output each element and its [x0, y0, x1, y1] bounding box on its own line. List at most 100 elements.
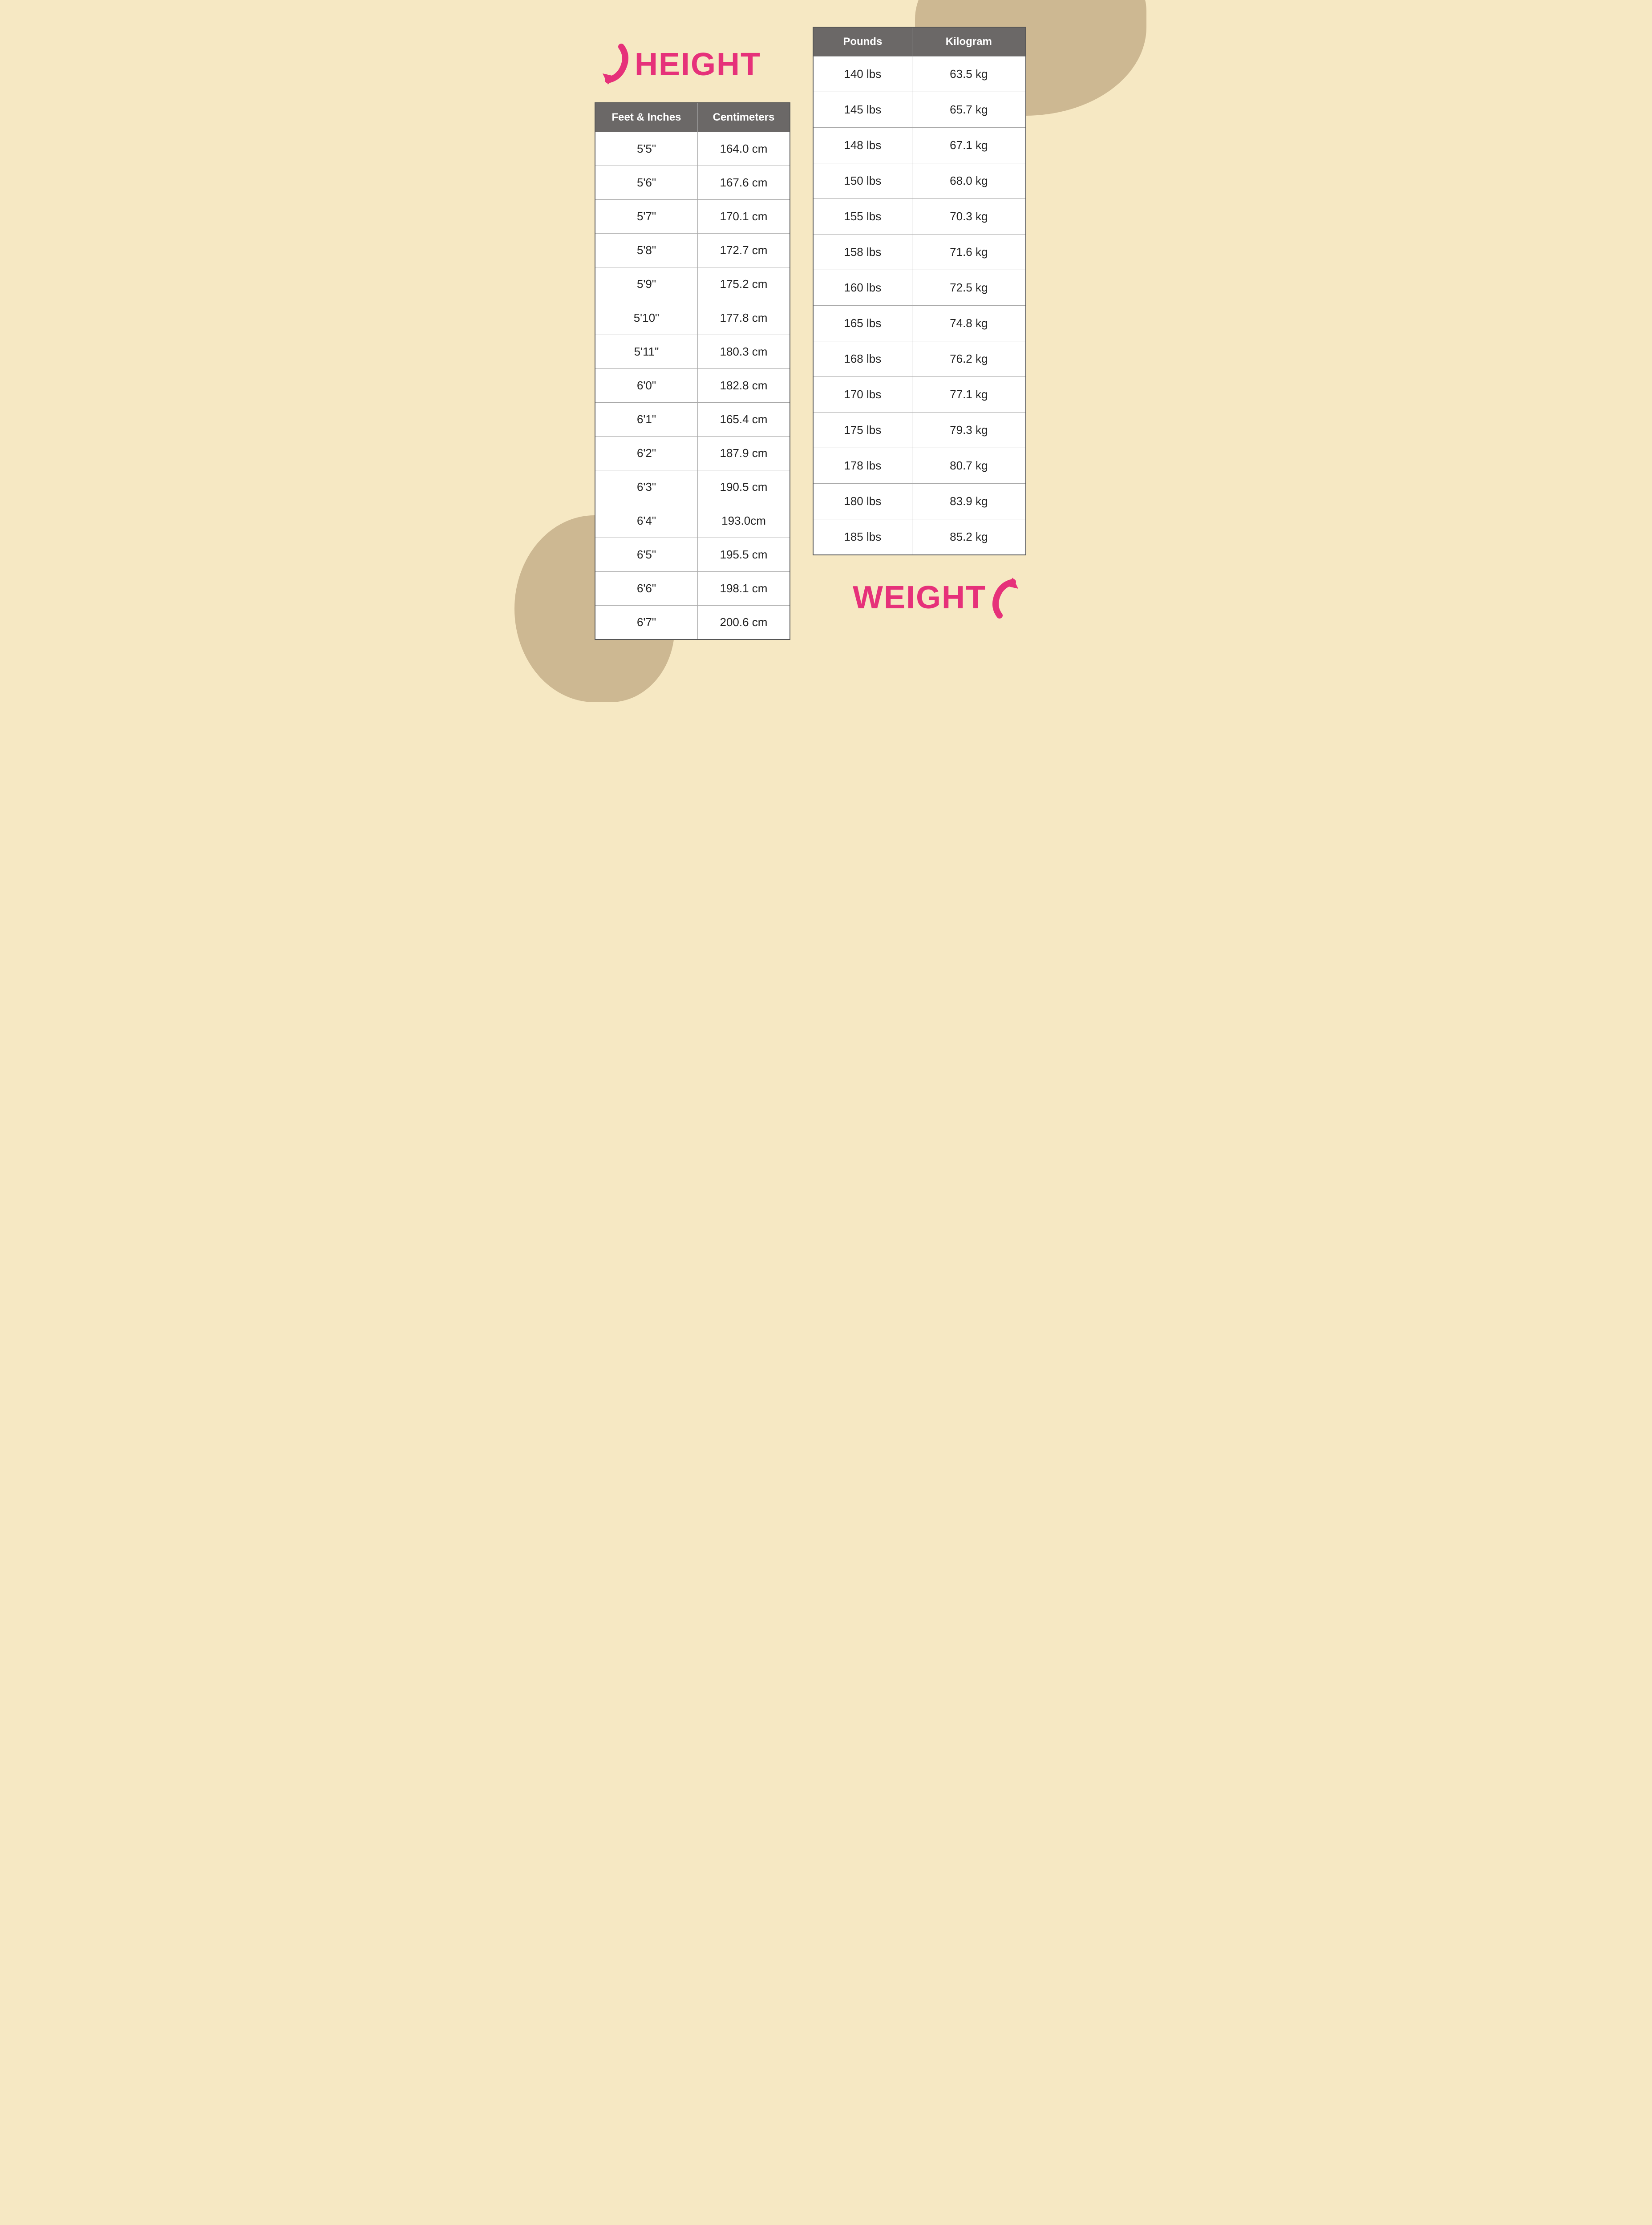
height-table-cell: 5'6" [595, 166, 698, 200]
main-content: HEIGHT Feet & InchesCentimeters 5'5"164.… [568, 0, 1084, 658]
weight-column: PoundsKilogram 140 lbs63.5 kg145 lbs65.7… [813, 27, 1026, 622]
height-table-row: 5'11"180.3 cm [595, 335, 790, 369]
height-table-cell: 190.5 cm [698, 470, 790, 504]
weight-table-cell: 175 lbs [813, 413, 912, 448]
height-table-row: 6'5"195.5 cm [595, 538, 790, 572]
height-table-row: 6'0"182.8 cm [595, 369, 790, 403]
height-table-row: 5'10"177.8 cm [595, 301, 790, 335]
height-table-cell: 5'7" [595, 200, 698, 234]
weight-table-cell: 67.1 kg [912, 128, 1026, 163]
weight-table-cell: 83.9 kg [912, 484, 1026, 519]
weight-table: PoundsKilogram 140 lbs63.5 kg145 lbs65.7… [813, 27, 1026, 555]
height-table-cell: 6'5" [595, 538, 698, 572]
weight-table-row: 140 lbs63.5 kg [813, 57, 1026, 92]
arrow-down-left-icon [595, 40, 630, 89]
weight-table-row: 155 lbs70.3 kg [813, 199, 1026, 235]
height-table-row: 6'7"200.6 cm [595, 606, 790, 640]
weight-table-row: 170 lbs77.1 kg [813, 377, 1026, 413]
weight-table-cell: 140 lbs [813, 57, 912, 92]
height-table-cell: 5'10" [595, 301, 698, 335]
height-table-cell: 198.1 cm [698, 572, 790, 606]
weight-title-row: WEIGHT [813, 573, 1026, 622]
height-table-cell: 5'5" [595, 132, 698, 166]
weight-table-cell: 76.2 kg [912, 341, 1026, 377]
height-table-header-cell: Feet & Inches [595, 103, 698, 132]
weight-table-row: 180 lbs83.9 kg [813, 484, 1026, 519]
height-table-cell: 195.5 cm [698, 538, 790, 572]
weight-table-cell: 79.3 kg [912, 413, 1026, 448]
weight-table-row: 168 lbs76.2 kg [813, 341, 1026, 377]
weight-table-row: 158 lbs71.6 kg [813, 235, 1026, 270]
weight-table-header-cell: Kilogram [912, 27, 1026, 57]
height-table-cell: 180.3 cm [698, 335, 790, 369]
weight-table-cell: 180 lbs [813, 484, 912, 519]
weight-table-cell: 178 lbs [813, 448, 912, 484]
height-table-cell: 187.9 cm [698, 437, 790, 470]
weight-table-row: 148 lbs67.1 kg [813, 128, 1026, 163]
weight-table-header-cell: Pounds [813, 27, 912, 57]
weight-table-row: 175 lbs79.3 kg [813, 413, 1026, 448]
weight-table-cell: 165 lbs [813, 306, 912, 341]
height-table: Feet & InchesCentimeters 5'5"164.0 cm5'6… [595, 102, 790, 640]
weight-table-row: 185 lbs85.2 kg [813, 519, 1026, 555]
weight-table-row: 145 lbs65.7 kg [813, 92, 1026, 128]
height-title: HEIGHT [635, 46, 761, 83]
weight-table-cell: 72.5 kg [912, 270, 1026, 306]
height-table-header-cell: Centimeters [698, 103, 790, 132]
height-table-row: 6'6"198.1 cm [595, 572, 790, 606]
weight-table-cell: 148 lbs [813, 128, 912, 163]
height-table-cell: 175.2 cm [698, 267, 790, 301]
height-table-cell: 167.6 cm [698, 166, 790, 200]
height-table-cell: 170.1 cm [698, 200, 790, 234]
height-table-cell: 200.6 cm [698, 606, 790, 640]
height-title-row: HEIGHT [595, 40, 790, 89]
height-table-cell: 164.0 cm [698, 132, 790, 166]
height-table-header-row: Feet & InchesCentimeters [595, 103, 790, 132]
weight-table-cell: 65.7 kg [912, 92, 1026, 128]
height-table-cell: 6'6" [595, 572, 698, 606]
height-table-cell: 182.8 cm [698, 369, 790, 403]
weight-table-cell: 68.0 kg [912, 163, 1026, 199]
weight-table-cell: 80.7 kg [912, 448, 1026, 484]
height-table-row: 6'4"193.0cm [595, 504, 790, 538]
weight-table-cell: 185 lbs [813, 519, 912, 555]
height-table-cell: 177.8 cm [698, 301, 790, 335]
height-table-cell: 6'4" [595, 504, 698, 538]
height-table-cell: 193.0cm [698, 504, 790, 538]
height-table-cell: 5'8" [595, 234, 698, 267]
height-table-cell: 5'9" [595, 267, 698, 301]
height-table-cell: 6'7" [595, 606, 698, 640]
weight-table-cell: 70.3 kg [912, 199, 1026, 235]
weight-table-cell: 77.1 kg [912, 377, 1026, 413]
weight-table-cell: 74.8 kg [912, 306, 1026, 341]
weight-title: WEIGHT [853, 579, 986, 616]
height-table-cell: 172.7 cm [698, 234, 790, 267]
height-table-row: 5'6"167.6 cm [595, 166, 790, 200]
height-table-row: 5'5"164.0 cm [595, 132, 790, 166]
arrow-up-right-icon [991, 573, 1026, 622]
height-table-cell: 6'3" [595, 470, 698, 504]
height-table-row: 6'1"165.4 cm [595, 403, 790, 437]
weight-table-cell: 85.2 kg [912, 519, 1026, 555]
height-table-cell: 165.4 cm [698, 403, 790, 437]
weight-table-cell: 71.6 kg [912, 235, 1026, 270]
height-table-cell: 6'2" [595, 437, 698, 470]
weight-table-row: 178 lbs80.7 kg [813, 448, 1026, 484]
weight-table-cell: 160 lbs [813, 270, 912, 306]
height-table-row: 6'3"190.5 cm [595, 470, 790, 504]
height-column: HEIGHT Feet & InchesCentimeters 5'5"164.… [595, 27, 790, 640]
weight-table-cell: 150 lbs [813, 163, 912, 199]
height-table-row: 6'2"187.9 cm [595, 437, 790, 470]
height-table-cell: 5'11" [595, 335, 698, 369]
weight-table-cell: 155 lbs [813, 199, 912, 235]
weight-table-cell: 168 lbs [813, 341, 912, 377]
weight-table-cell: 170 lbs [813, 377, 912, 413]
weight-table-cell: 145 lbs [813, 92, 912, 128]
weight-table-cell: 158 lbs [813, 235, 912, 270]
weight-table-row: 160 lbs72.5 kg [813, 270, 1026, 306]
height-table-row: 5'9"175.2 cm [595, 267, 790, 301]
weight-table-row: 150 lbs68.0 kg [813, 163, 1026, 199]
weight-table-cell: 63.5 kg [912, 57, 1026, 92]
height-table-cell: 6'0" [595, 369, 698, 403]
weight-table-row: 165 lbs74.8 kg [813, 306, 1026, 341]
